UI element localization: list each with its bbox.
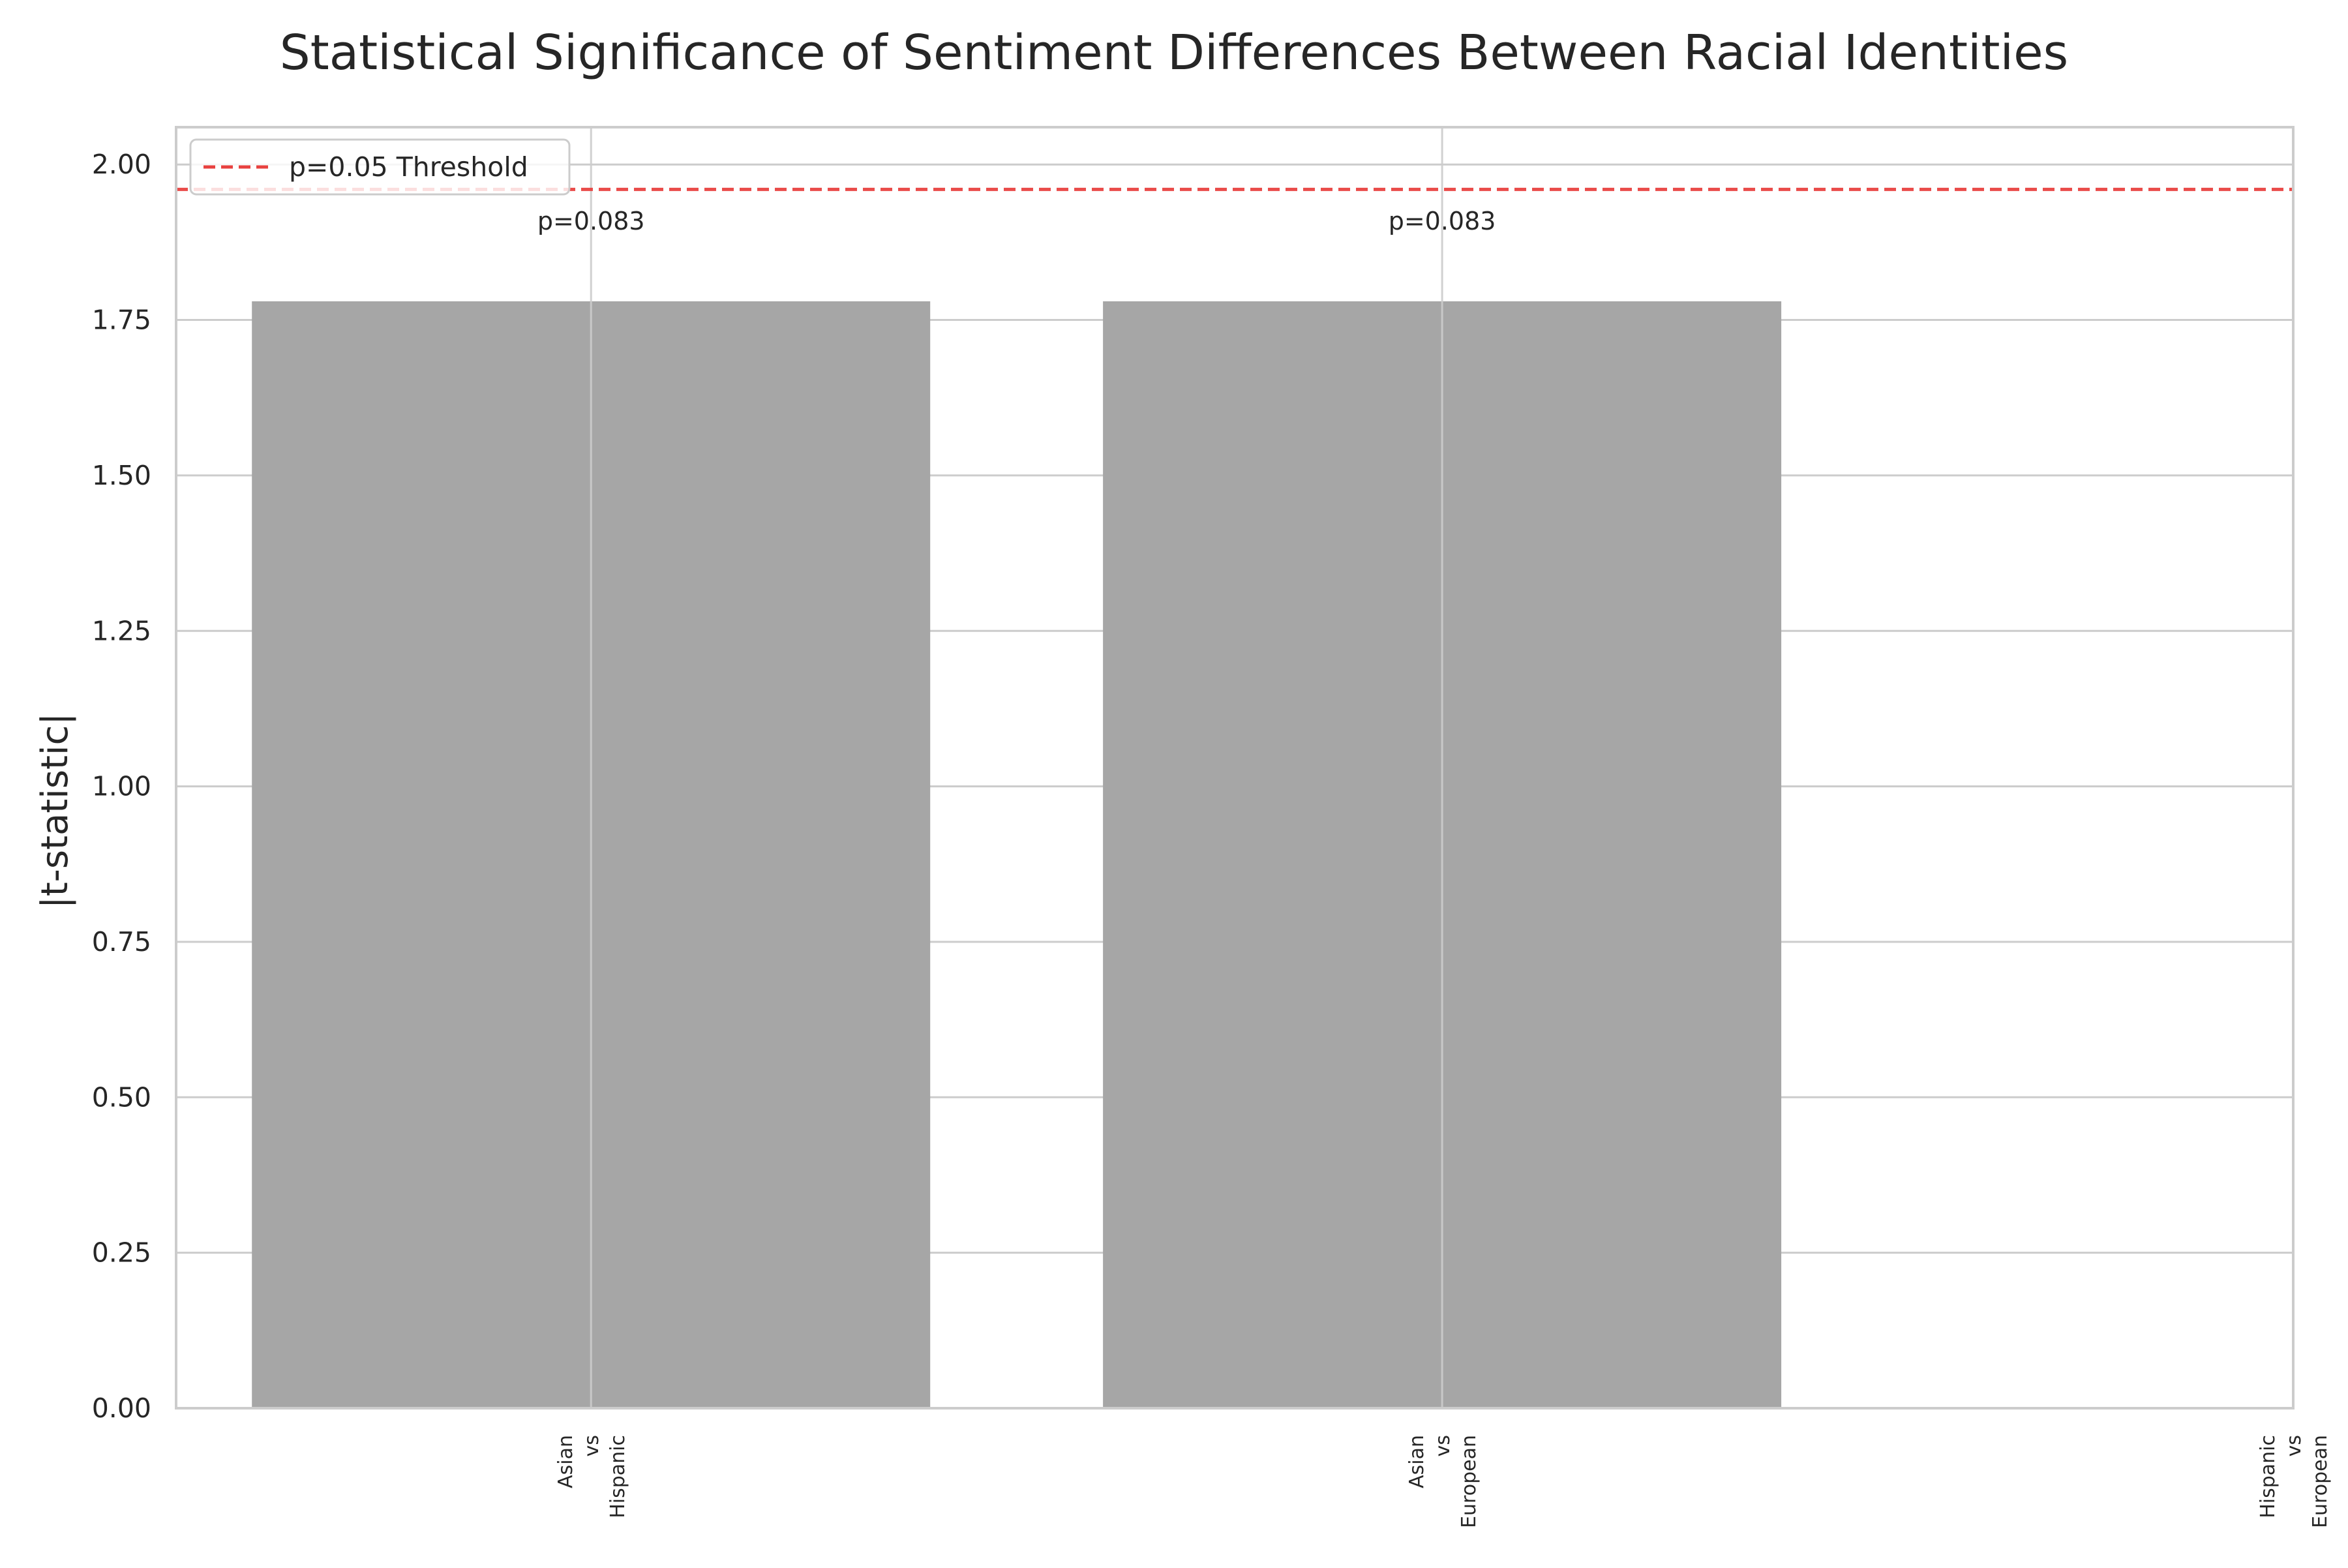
y-tick-label: 0.25 xyxy=(92,1237,151,1269)
y-tick-label: 1.25 xyxy=(92,615,151,646)
y-tick-labels: 0.00 0.25 0.50 0.75 1.00 1.25 1.50 1.75 2.00 xyxy=(92,149,151,1424)
x-tick-label: Hispanic xyxy=(2257,1435,2280,1518)
x-tick-label: European xyxy=(2309,1435,2332,1528)
x-tick-label: European xyxy=(1458,1435,1481,1528)
y-axis-label: |t-statistic| xyxy=(34,713,76,909)
x-tick-labels: Asian vs Hispanic Asian vs European Hispanic vs… xyxy=(554,1435,2332,1528)
legend-box xyxy=(189,138,571,196)
x-tick-label: Hispanic xyxy=(607,1435,629,1518)
y-tick-label: 1.50 xyxy=(92,460,151,491)
x-tick-label-group: Asian vs European xyxy=(1406,1435,1481,1528)
x-tick-label: vs xyxy=(2283,1435,2306,1456)
x-tick-label: Asian xyxy=(554,1435,577,1488)
x-tick-label: vs xyxy=(1432,1435,1454,1456)
chart-title: Statistical Significance of Sentiment Di… xyxy=(280,25,2068,81)
y-tick-label: 0.00 xyxy=(92,1393,151,1424)
y-tick-label: 2.00 xyxy=(92,149,151,180)
x-tick-label-group: Asian vs Hispanic xyxy=(554,1435,629,1518)
x-tick-label: vs xyxy=(580,1435,603,1456)
y-tick-label: 0.75 xyxy=(92,926,151,957)
plot-frame xyxy=(175,126,2295,1410)
p-value-annotation: p=0.083 xyxy=(537,207,645,235)
y-tick-label: 0.50 xyxy=(92,1081,151,1113)
bar-annotations: p=0.083 p=0.083 xyxy=(537,207,1496,235)
bars xyxy=(252,301,1782,1409)
p-value-annotation: p=0.083 xyxy=(1389,207,1496,235)
y-tick-label: 1.75 xyxy=(92,305,151,336)
legend-threshold-label: p=0.05 Threshold xyxy=(289,151,528,183)
legend: p=0.05 Threshold xyxy=(189,138,571,196)
x-tick-label-group: Hispanic vs European xyxy=(2257,1435,2332,1528)
y-tick-label: 1.00 xyxy=(92,771,151,802)
x-tick-label: Asian xyxy=(1406,1435,1428,1488)
